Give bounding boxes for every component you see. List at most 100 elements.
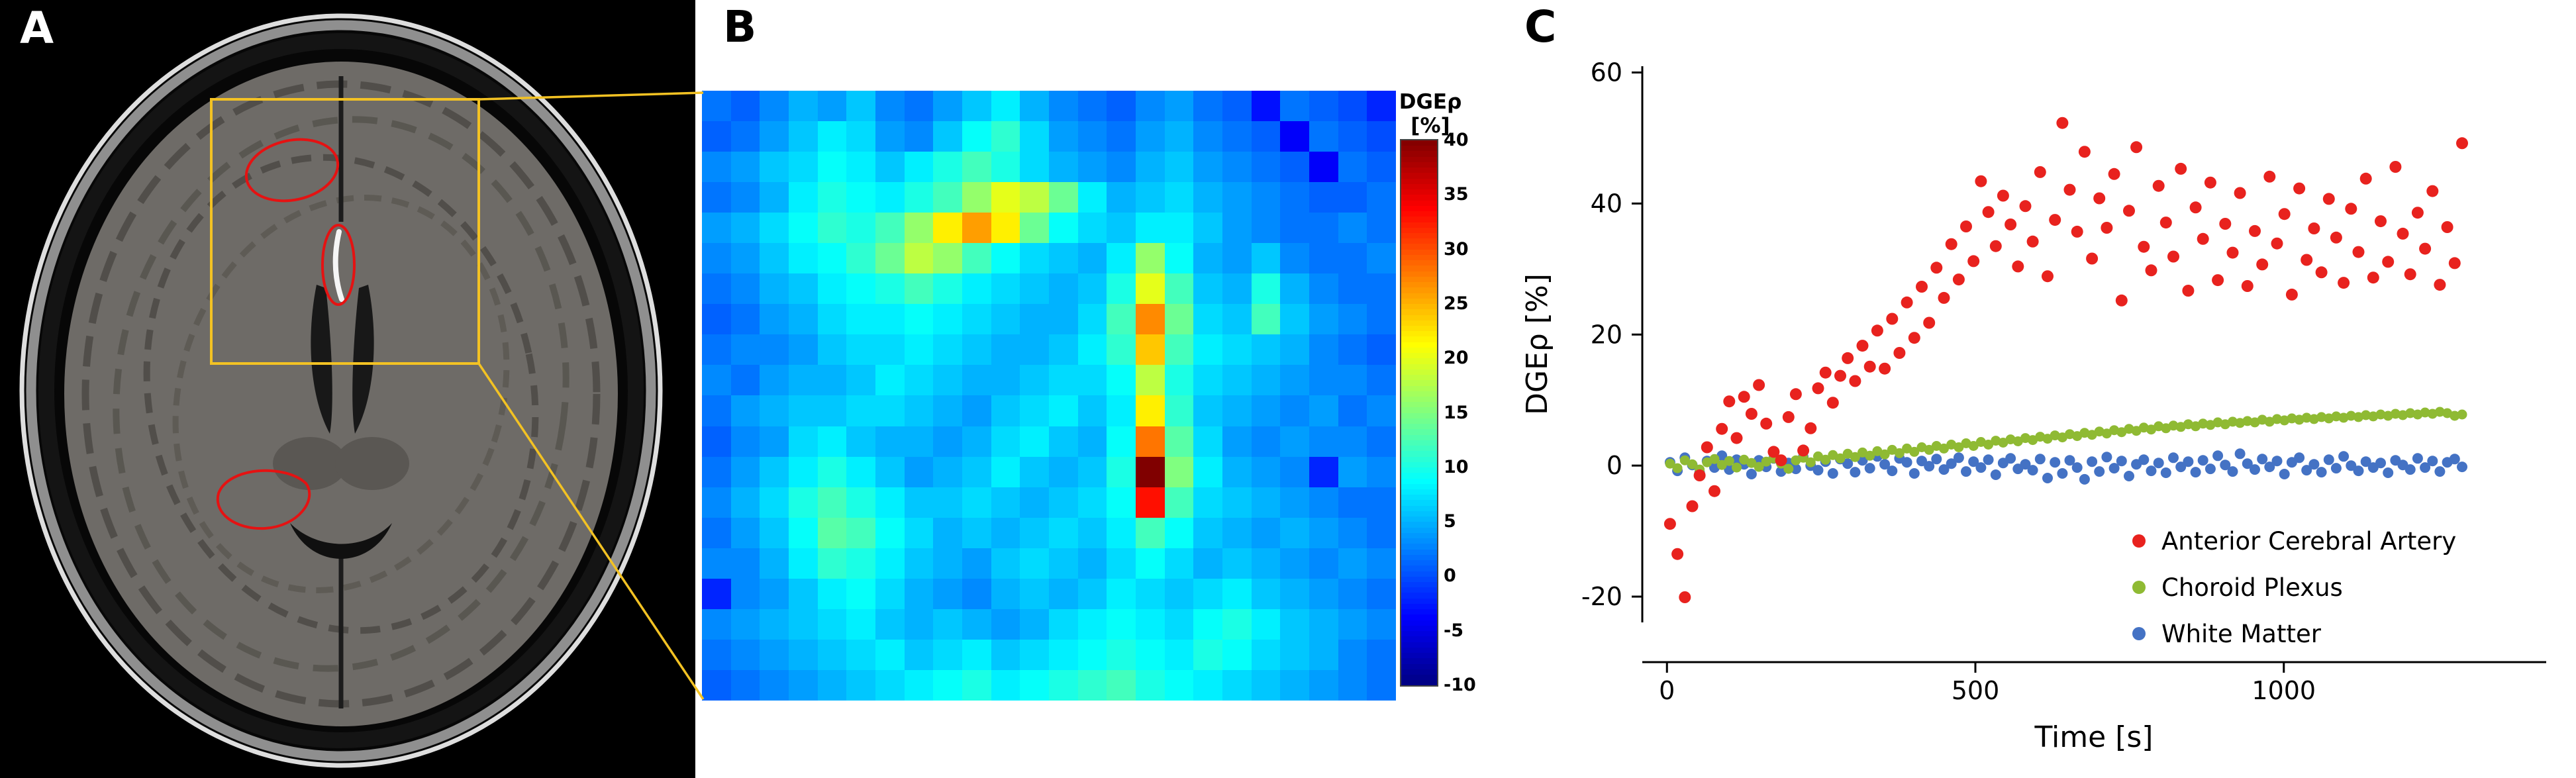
heatmap-cell <box>1367 243 1396 274</box>
heatmap-cell <box>1107 365 1136 396</box>
heatmap-cell <box>1077 487 1107 518</box>
data-point <box>2108 168 2120 180</box>
colorbar-gradient <box>1400 139 1438 687</box>
data-point <box>2042 270 2054 283</box>
data-point <box>2434 407 2445 417</box>
data-point <box>2457 462 2467 473</box>
colorbar-segment <box>1401 478 1437 484</box>
data-point <box>2159 217 2172 229</box>
heatmap-cell <box>962 243 991 274</box>
data-point <box>2220 460 2231 471</box>
heatmap-cell <box>1251 456 1281 487</box>
data-point <box>2071 462 2083 473</box>
data-point <box>1746 469 1757 479</box>
heatmap-cell <box>933 121 962 152</box>
heatmap-cell <box>789 243 818 274</box>
heatmap-cell <box>846 395 875 426</box>
heatmap-cell <box>730 182 760 213</box>
heatmap-grid <box>702 91 1396 701</box>
heatmap-cell <box>1338 578 1367 609</box>
heatmap-cell <box>1136 639 1165 670</box>
data-point <box>2212 450 2224 462</box>
heatmap-cell <box>1367 304 1396 335</box>
data-point <box>2197 232 2209 245</box>
data-point <box>2108 463 2120 474</box>
heatmap-cell <box>702 669 731 701</box>
heatmap-cell <box>1107 91 1136 122</box>
heatmap-cell <box>789 121 818 152</box>
colorbar-segment <box>1401 320 1437 326</box>
colorbar-segment <box>1401 489 1437 495</box>
heatmap-cell <box>991 548 1020 579</box>
heatmap-cell <box>1222 273 1252 305</box>
data-point <box>1693 469 1706 481</box>
heatmap-cell <box>817 517 847 548</box>
data-point <box>1835 453 1846 463</box>
data-point <box>1930 262 1943 274</box>
heatmap-cell <box>760 152 789 183</box>
colorbar-segment <box>1401 516 1437 522</box>
heatmap-cell <box>1280 91 1309 122</box>
data-point <box>2285 288 2298 301</box>
heatmap-cell <box>1077 243 1107 274</box>
heatmap-cell <box>933 669 962 701</box>
x-axis-title: Time [s] <box>2034 720 2154 754</box>
data-point <box>2426 185 2439 197</box>
data-point <box>1739 454 1750 465</box>
heatmap-cell <box>1338 213 1367 244</box>
heatmap-cell <box>1280 426 1309 457</box>
data-point <box>1939 443 1949 454</box>
data-point <box>2226 246 2239 259</box>
x-tick-label: 0 <box>1659 676 1675 705</box>
heatmap-cell <box>1193 426 1222 457</box>
data-point <box>1989 240 2002 252</box>
heatmap-cell <box>702 517 731 548</box>
scatter-svg: -20 0 20 40 60 0 500 1000 Time [s] DGEρ [%] <box>1520 58 2546 754</box>
data-point <box>1730 432 1743 444</box>
heatmap-cell <box>1222 365 1252 396</box>
heatmap-cell <box>1338 426 1367 457</box>
data-point <box>2072 431 2083 442</box>
heatmap-cell <box>1309 182 1338 213</box>
data-point <box>2382 256 2395 268</box>
data-point <box>1805 457 1816 467</box>
heatmap-cell <box>991 334 1020 365</box>
ventricle-right <box>352 285 374 434</box>
data-point <box>2198 418 2208 429</box>
heatmap-cell <box>1280 517 1309 548</box>
heatmap-cell <box>933 426 962 457</box>
colorbar-segment <box>1401 663 1437 669</box>
data-point <box>1975 462 1987 473</box>
data-point <box>2078 146 2091 158</box>
data-point <box>2293 182 2306 195</box>
heatmap-cell <box>846 304 875 335</box>
colorbar-segment <box>1401 440 1437 446</box>
data-point <box>2219 218 2232 230</box>
heatmap-cell <box>1193 304 1222 335</box>
data-point <box>1856 340 1869 352</box>
heatmap-cell <box>1222 608 1252 640</box>
colorbar-segment <box>1401 527 1437 533</box>
heatmap-cell <box>1367 426 1396 457</box>
heatmap-cell <box>702 487 731 518</box>
heatmap-cell <box>1107 517 1136 548</box>
heatmap-cell <box>1077 182 1107 213</box>
colorbar-segment <box>1401 189 1437 195</box>
heatmap-cell <box>1077 548 1107 579</box>
heatmap-cell <box>1193 152 1222 183</box>
data-point <box>1709 485 1720 497</box>
heatmap-cell <box>1222 426 1252 457</box>
colorbar-segment <box>1401 576 1437 582</box>
data-point <box>2228 416 2238 427</box>
data-point <box>1879 459 1891 470</box>
heatmap-cell <box>875 487 905 518</box>
data-point <box>1850 452 1860 462</box>
colorbar-segment <box>1401 331 1437 337</box>
data-point <box>2390 409 2401 419</box>
heatmap-cell <box>789 395 818 426</box>
data-point <box>2264 462 2275 473</box>
data-point <box>2057 468 2068 479</box>
heatmap-cell <box>933 182 962 213</box>
heatmap-cell <box>1222 152 1252 183</box>
data-point <box>2212 274 2224 287</box>
